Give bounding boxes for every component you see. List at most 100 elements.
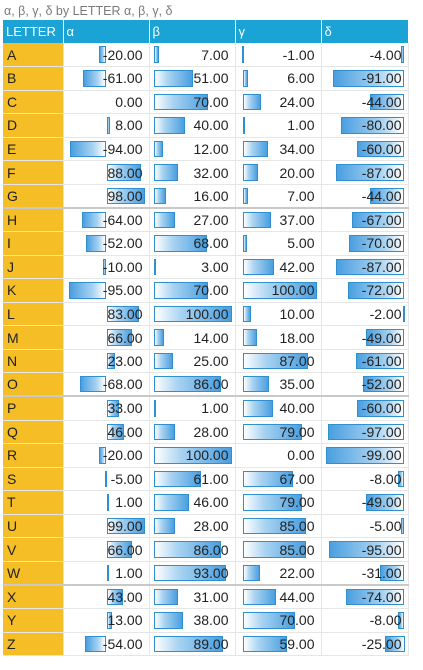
alpha-data-bar [69, 140, 107, 158]
gamma-data-bar [243, 187, 249, 204]
column-header-alpha[interactable]: α [63, 20, 150, 43]
letter-cell: J [3, 255, 64, 280]
table-row: L 83.00 100.00 10.00 -2.00 [3, 302, 409, 327]
gamma-cell: 34.00 [235, 137, 322, 162]
gamma-cell: 79.00 [235, 420, 322, 445]
gamma-data-bar [243, 352, 308, 370]
gamma-value: 37.00 [279, 211, 315, 228]
beta-value: 32.00 [193, 164, 229, 181]
alpha-value: 99.00 [107, 518, 143, 535]
beta-cell: 61.00 [149, 467, 236, 492]
table-row: R -20.00 100.00 0.00 -99.00 [3, 443, 409, 468]
beta-value: 93.00 [193, 564, 229, 581]
letter-cell: P [3, 395, 64, 421]
table-row: F 88.00 32.00 20.00 -87.00 [3, 160, 409, 185]
gamma-value: 87.00 [279, 353, 315, 370]
letter-cell: R [3, 443, 64, 468]
alpha-data-bar [106, 588, 124, 605]
beta-data-bar [153, 282, 209, 299]
header-row: LETTER α β γ δ [3, 20, 409, 43]
beta-value: 16.00 [193, 187, 229, 204]
delta-data-bar [398, 612, 405, 629]
beta-cell: 70.00 [149, 90, 236, 115]
gamma-value: 85.00 [279, 541, 315, 558]
alpha-data-bar [106, 164, 141, 181]
table-row: G 98.00 16.00 7.00 -44.00 [3, 184, 409, 209]
table-row: Y 13.00 38.00 70.00 -8.00 [3, 608, 409, 633]
alpha-cell: 66.00 [63, 325, 150, 350]
alpha-cell: 8.00 [63, 113, 150, 138]
letter-cell: H [3, 206, 64, 232]
delta-value: -31.00 [361, 564, 402, 581]
alpha-value: 33.00 [107, 400, 143, 417]
beta-cell: 32.00 [149, 160, 236, 185]
delta-cell: -2.00 [321, 302, 409, 327]
delta-value: -44.00 [361, 187, 402, 204]
gamma-data-bar [243, 211, 271, 228]
alpha-data-bar [98, 447, 107, 464]
gamma-value: 5.00 [287, 235, 315, 252]
letter-cell: K [3, 278, 64, 303]
delta-data-bar [369, 187, 405, 204]
beta-data-bar [153, 187, 166, 204]
gamma-cell: 85.00 [235, 514, 322, 539]
delta-cell: -70.00 [321, 231, 409, 256]
gamma-data-bar [243, 423, 302, 441]
beta-data-bar [153, 258, 156, 276]
gamma-cell: 59.00 [235, 632, 322, 657]
alpha-value: 23.00 [107, 353, 143, 370]
beta-value: 89.00 [193, 635, 229, 652]
letter-cell: X [3, 583, 64, 609]
beta-cell: 86.00 [149, 537, 236, 562]
column-header-letter[interactable]: LETTER [3, 20, 64, 43]
gamma-value: 59.00 [279, 635, 315, 652]
gamma-value: 34.00 [279, 141, 315, 158]
data-table: LETTER α β γ δ A -20.00 7.00 -1.00 -4.00 B -61… [3, 20, 409, 657]
gamma-cell: 20.00 [235, 160, 322, 185]
delta-data-bar [365, 494, 405, 511]
alpha-cell: -54.00 [63, 632, 150, 657]
alpha-data-bar [106, 612, 112, 629]
gamma-value: 7.00 [287, 187, 315, 204]
delta-cell: -99.00 [321, 443, 409, 468]
column-header-beta[interactable]: β [149, 20, 236, 43]
delta-data-bar [365, 329, 405, 346]
alpha-data-bar [106, 117, 110, 134]
beta-value: 40.00 [193, 117, 229, 134]
alpha-data-bar [106, 352, 116, 370]
table-row: D 8.00 40.00 1.00 -80.00 [3, 113, 409, 138]
gamma-value: 10.00 [279, 305, 315, 322]
letter-cell: W [3, 561, 64, 586]
delta-cell: -8.00 [321, 608, 409, 633]
alpha-cell: -64.00 [63, 206, 150, 232]
letter-cell: V [3, 537, 64, 562]
delta-cell: -8.00 [321, 467, 409, 492]
alpha-data-bar [106, 494, 109, 511]
beta-data-bar [153, 494, 190, 511]
delta-value: -80.00 [361, 117, 402, 134]
delta-data-bar [356, 352, 405, 370]
delta-value: -25.00 [361, 635, 402, 652]
beta-value: 1.00 [201, 400, 229, 417]
gamma-value: 20.00 [279, 164, 315, 181]
delta-value: -60.00 [361, 400, 402, 417]
alpha-cell: -10.00 [63, 255, 150, 280]
gamma-data-bar [243, 235, 247, 252]
beta-cell: 1.00 [149, 395, 236, 421]
column-header-gamma[interactable]: γ [235, 20, 322, 43]
beta-cell: 86.00 [149, 372, 236, 397]
gamma-cell: 37.00 [235, 206, 322, 232]
column-header-delta[interactable]: δ [321, 20, 409, 43]
gamma-value: 42.00 [279, 258, 315, 275]
gamma-cell: 85.00 [235, 537, 322, 562]
gamma-data-bar [242, 46, 245, 64]
letter-cell: G [3, 184, 64, 209]
letter-cell: S [3, 467, 64, 492]
gamma-data-bar [243, 164, 259, 181]
alpha-data-bar [81, 211, 107, 228]
beta-cell: 100.00 [149, 302, 236, 327]
beta-data-bar [153, 517, 176, 535]
alpha-cell: -20.00 [63, 43, 150, 68]
alpha-value: -10.00 [102, 258, 143, 275]
beta-value: 31.00 [193, 588, 229, 605]
